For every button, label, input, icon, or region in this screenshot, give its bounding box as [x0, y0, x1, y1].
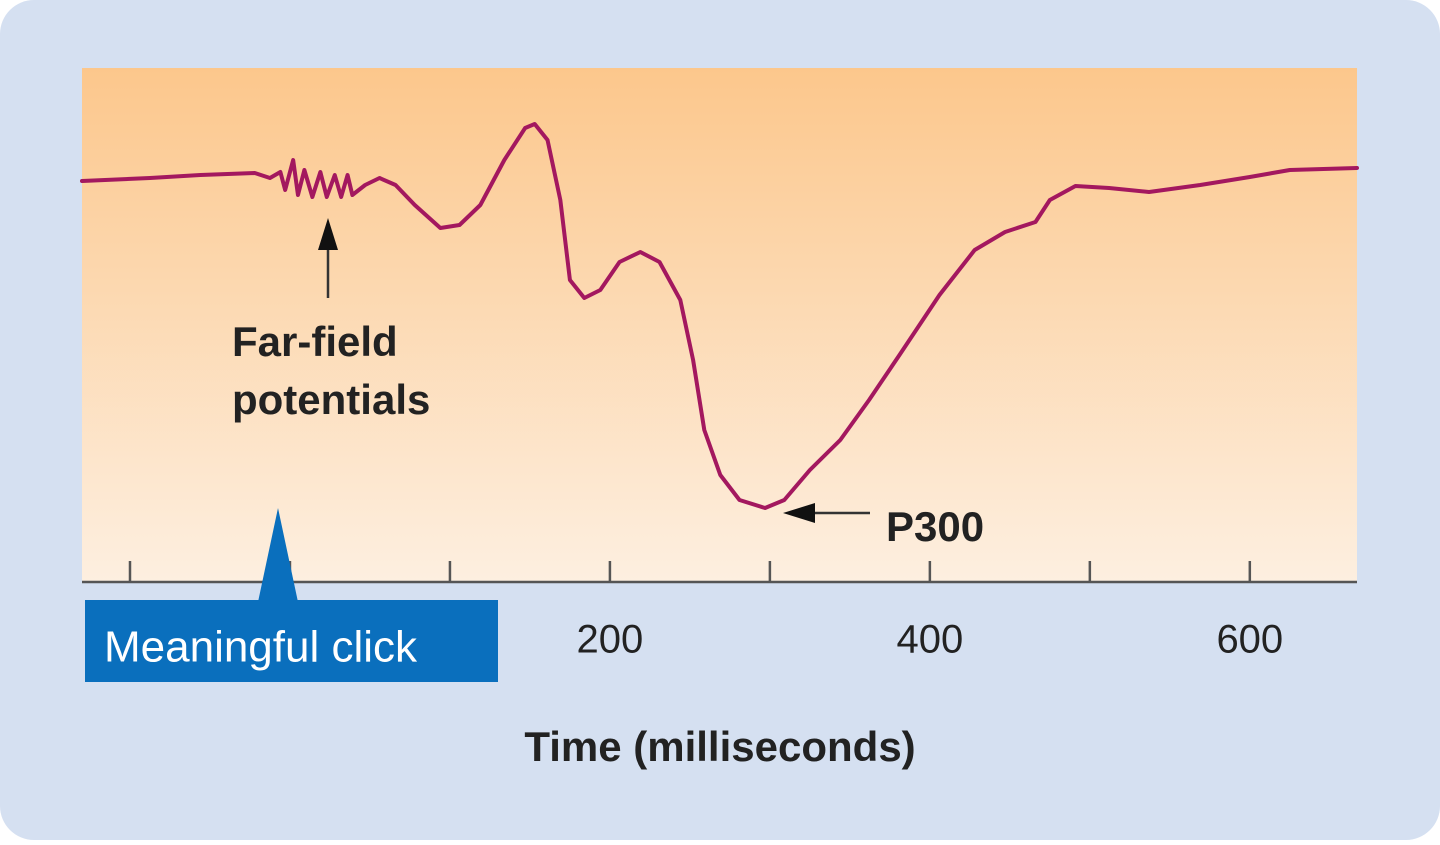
annotation: Far-field	[232, 318, 398, 365]
x-axis-label: Time (milliseconds)	[524, 723, 915, 770]
x-tick-label: 400	[896, 618, 963, 662]
annotation: potentials	[232, 376, 430, 423]
marks	[80, 122, 1359, 582]
annotation: P300	[886, 503, 984, 550]
plot-area	[82, 68, 1357, 582]
line	[80, 122, 1359, 510]
click-box	[85, 600, 498, 682]
click-marker	[258, 508, 298, 602]
arrow-head	[318, 218, 338, 250]
arrow-head	[783, 503, 815, 523]
click-label: Meaningful click	[104, 623, 418, 672]
x-tick-label: 200	[577, 618, 644, 662]
x-tick-label: 600	[1216, 618, 1283, 662]
